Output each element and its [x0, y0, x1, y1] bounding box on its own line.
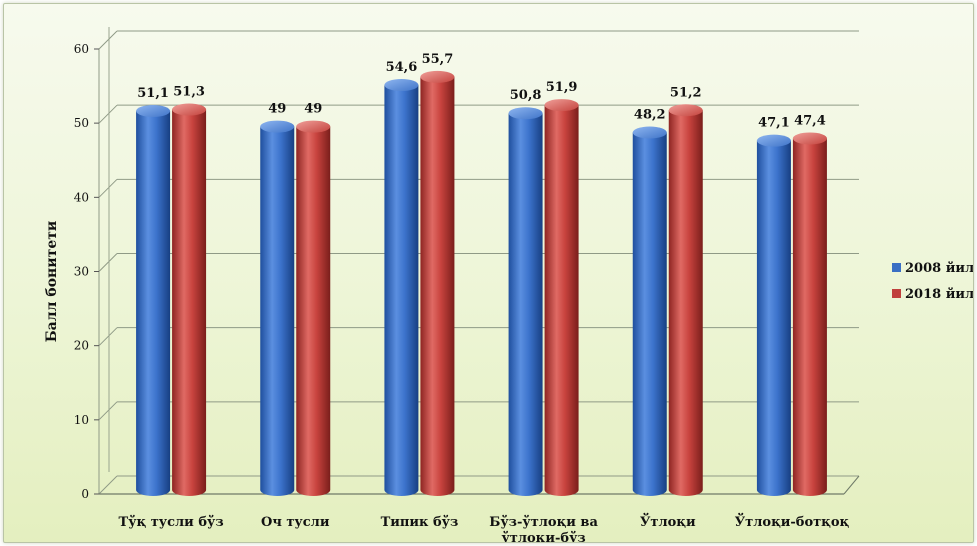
- bar-chart: 0 10 20 30 40 50 60 Балл бонитети 51,1 51,3 Тўқ т…: [44, 27, 973, 542]
- floor-right-edge: [843, 475, 860, 495]
- bar-body: [544, 105, 579, 496]
- bar: [756, 134, 791, 497]
- data-label: 48,2: [634, 108, 666, 123]
- gridline-slant: [98, 327, 118, 347]
- x-tick-label-line: Ўтлоқи-ботқоқ: [735, 512, 850, 530]
- legend-swatch: [892, 289, 901, 298]
- gridline-slant: [98, 401, 118, 421]
- data-label: 51,3: [173, 85, 205, 100]
- bar-body: [172, 109, 207, 497]
- bar-body: [420, 76, 455, 497]
- bar-top: [632, 126, 667, 139]
- gridline-slant: [98, 104, 118, 124]
- y-tick-label: 40: [74, 190, 89, 204]
- bar-body: [384, 85, 419, 497]
- data-label: 49: [268, 102, 286, 117]
- gridline-slant: [98, 178, 118, 198]
- bar-body: [756, 140, 791, 497]
- y-tick-label: 10: [74, 413, 89, 427]
- data-label: 54,6: [386, 60, 418, 75]
- bar-top: [544, 99, 579, 112]
- bar-top: [420, 70, 455, 83]
- y-tick-label: 60: [74, 42, 89, 56]
- bar-top: [756, 134, 791, 147]
- legend-entry: 2008 йил: [905, 261, 973, 276]
- bar-top: [668, 104, 703, 117]
- bar: [260, 120, 295, 496]
- x-tick-label: Ўтлоқи-ботқоқ: [735, 512, 850, 530]
- x-tick-label-line: Ўтлоқи: [640, 512, 696, 530]
- data-label: 47,1: [758, 116, 790, 131]
- x-tick-label: Ўтлоқи: [640, 512, 696, 530]
- gridline-slant: [98, 253, 118, 272]
- data-label: 55,7: [422, 52, 454, 67]
- legend-entry: 2018 йил: [905, 287, 973, 302]
- x-tick-label-line: Оч тусли: [261, 515, 330, 530]
- bar-top: [172, 103, 207, 116]
- bar: [544, 99, 579, 496]
- y-tick-label: 20: [74, 339, 89, 353]
- bar-body: [260, 126, 295, 496]
- bar-body: [632, 132, 667, 496]
- y-axis-title: Балл бонитети: [44, 221, 60, 343]
- x-tick-label-line: ўтлоқи-бўз: [501, 531, 585, 542]
- x-tick-label: Оч тусли: [261, 515, 330, 530]
- bar-top: [136, 105, 171, 118]
- bar-body: [508, 113, 543, 496]
- legend-swatch: [892, 263, 901, 272]
- bar-top: [508, 107, 543, 120]
- data-label: 50,8: [510, 88, 542, 103]
- gridline-slant: [98, 475, 118, 495]
- bar-top: [792, 132, 827, 145]
- bar: [420, 70, 455, 497]
- bar-body: [668, 110, 703, 497]
- x-tick-label: Бўз-ўтлоқи ва ўтлоқи-бўз: [489, 515, 598, 542]
- x-tick-label-line: Тўқ тусли бўз: [119, 515, 224, 530]
- bar-body: [296, 126, 331, 496]
- y-tick-label: 0: [81, 487, 89, 501]
- data-label: 51,1: [137, 86, 169, 101]
- x-tick-label: Типик бўз: [381, 515, 459, 530]
- y-tick-label: 50: [74, 116, 89, 130]
- bar-body: [792, 138, 827, 496]
- gridline-slant: [98, 30, 118, 50]
- bar: [792, 132, 827, 496]
- data-label: 51,9: [546, 80, 578, 95]
- data-label: 51,2: [670, 85, 702, 100]
- bar: [384, 79, 419, 497]
- bar: [668, 104, 703, 497]
- bar-top: [260, 120, 295, 133]
- bar: [172, 103, 207, 497]
- bar: [296, 120, 331, 496]
- bar-top: [384, 79, 419, 92]
- chart-frame: 0 10 20 30 40 50 60 Балл бонитети 51,1 51,3 Тўқ т…: [3, 3, 974, 543]
- x-tick-label-line: Бўз-ўтлоқи ва: [489, 515, 598, 530]
- bar-top: [296, 120, 331, 133]
- y-tick-label: 30: [74, 265, 89, 279]
- bar: [508, 107, 543, 496]
- x-tick-label-line: Типик бўз: [381, 515, 459, 530]
- bar: [632, 126, 667, 496]
- data-label: 47,4: [794, 113, 826, 128]
- data-label: 49: [304, 102, 322, 117]
- bar: [136, 105, 171, 496]
- bar-body: [136, 111, 171, 496]
- x-tick-label: Тўқ тусли бўз: [119, 515, 224, 530]
